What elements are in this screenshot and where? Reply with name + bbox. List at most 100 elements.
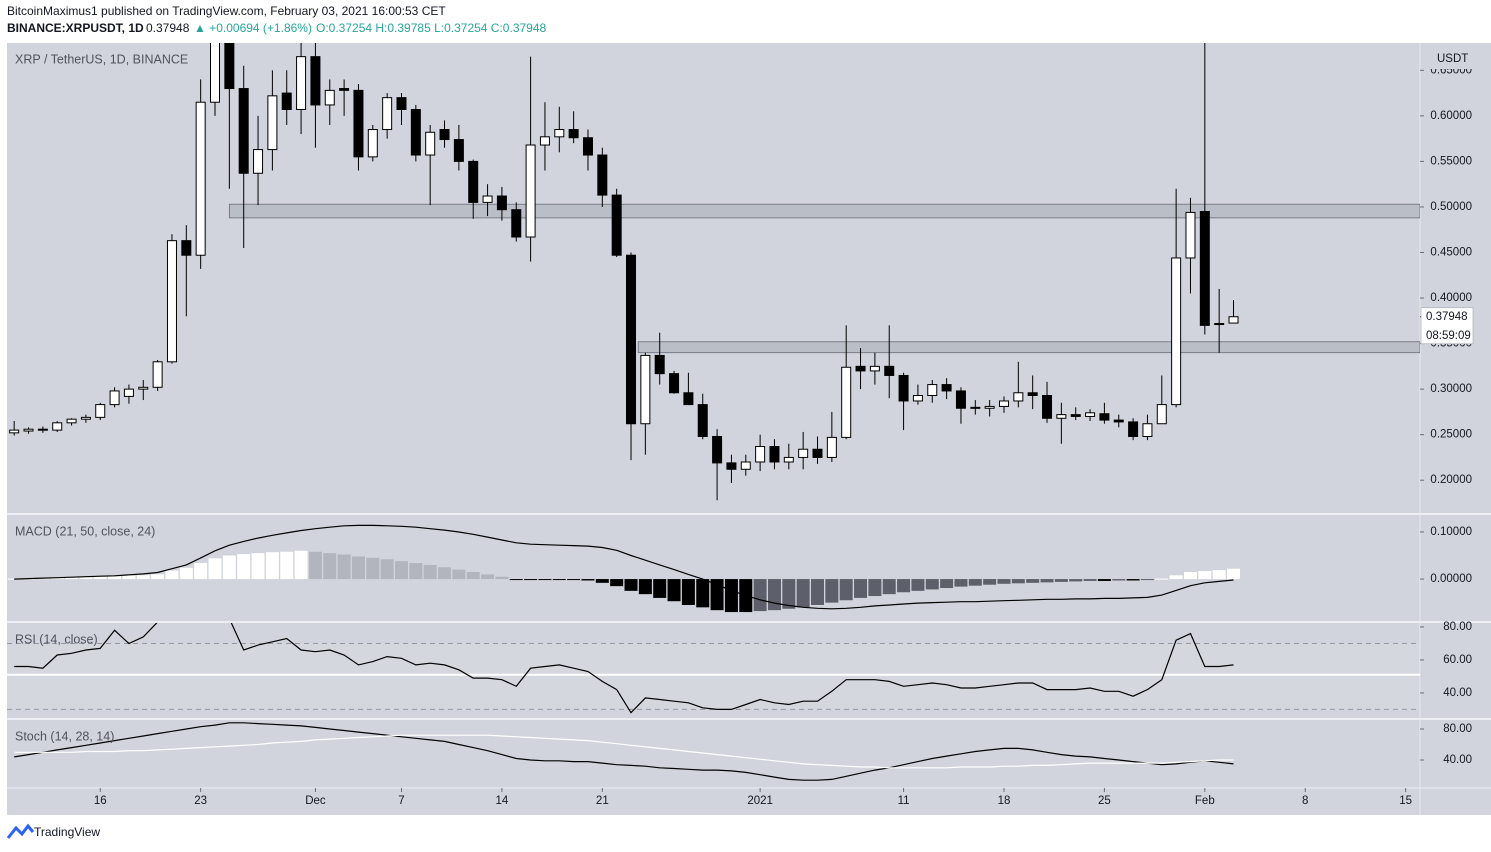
ohlc: O:0.37254 H:0.39785 L:0.37254 C:0.37948 — [316, 21, 547, 35]
y-tick-label: 0.50000 — [1430, 201, 1472, 213]
macd-bar — [911, 579, 925, 591]
candle-body — [1113, 419, 1124, 423]
macd-bar — [610, 579, 624, 587]
y-tick-label: 0.25000 — [1430, 429, 1472, 441]
macd-bar — [724, 579, 738, 613]
macd-bar — [1069, 579, 1083, 582]
candle-body — [1013, 392, 1024, 402]
macd-bar — [868, 579, 882, 597]
candle-body — [783, 456, 794, 463]
macd-bar — [423, 564, 437, 580]
candle-body — [998, 400, 1009, 407]
symbol: BINANCE:XRPUSDT, 1D — [7, 21, 144, 35]
candle-body — [1056, 414, 1067, 419]
candle-body — [1185, 211, 1196, 259]
candle-body — [253, 149, 264, 174]
candle-body — [296, 56, 307, 110]
rsi-band-fill — [7, 643, 1420, 710]
x-tick-label: 25 — [1098, 795, 1111, 807]
candle-body — [712, 435, 723, 464]
candle-body — [496, 195, 507, 211]
y-tick-label: 0.00000 — [1430, 573, 1472, 585]
candle-body — [568, 129, 579, 139]
candle-body — [152, 361, 163, 388]
macd-bar — [681, 579, 695, 605]
macd-bar — [940, 579, 954, 589]
candle-body — [1042, 395, 1053, 419]
candle-body — [1099, 413, 1110, 421]
macd-bar — [366, 557, 380, 580]
pane-title: RSI (14, close) — [15, 632, 98, 646]
macd-bar — [280, 551, 294, 580]
macd-bar — [1169, 575, 1183, 580]
macd-bar — [237, 554, 251, 580]
macd-bar — [595, 579, 609, 583]
macd-bar — [108, 576, 122, 580]
y-tick-label: 0.30000 — [1430, 383, 1472, 395]
candle-body — [912, 395, 923, 402]
candle-body — [138, 386, 149, 390]
candle-body — [210, 43, 221, 103]
candle-body — [23, 428, 34, 432]
candle-body — [511, 209, 522, 238]
y-tick-label: 60.00 — [1443, 654, 1472, 666]
macd-bar — [925, 579, 939, 590]
macd-bar — [452, 569, 466, 580]
candle-body — [582, 137, 593, 156]
macd-bar — [983, 579, 997, 585]
macd-bar — [79, 577, 93, 580]
macd-bar — [667, 579, 681, 602]
stoch-line — [14, 722, 1234, 781]
x-tick-label: 11 — [898, 795, 910, 807]
macd-bar — [179, 567, 193, 580]
candle-body — [238, 88, 249, 174]
macd-bar — [1140, 579, 1154, 581]
pane-title: XRP / TetherUS, 1D, BINANCE — [15, 52, 188, 66]
macd-bar — [122, 575, 136, 580]
candle-body — [1214, 323, 1225, 326]
candle-body — [95, 404, 106, 418]
candle-body — [826, 436, 837, 458]
candle-body — [955, 390, 966, 409]
macd-bar — [50, 578, 64, 580]
macd-bar — [7, 578, 21, 580]
brand-logo — [6, 823, 35, 839]
candle-body — [66, 418, 77, 424]
candle-body — [626, 254, 637, 425]
zone — [637, 341, 1420, 354]
macd-bar — [624, 579, 638, 591]
candle-body — [37, 428, 48, 431]
candle-body — [439, 129, 450, 141]
macd-bar — [1011, 579, 1025, 584]
x-tick-label: Dec — [305, 795, 326, 807]
candle-body — [941, 384, 952, 392]
candle-body — [1027, 392, 1038, 397]
x-tick-label: 15 — [1399, 795, 1412, 807]
macd-bar — [1155, 578, 1169, 580]
candle-body — [109, 390, 120, 406]
macd-bar — [136, 575, 150, 580]
pane-title: Stoch (14, 28, 14) — [15, 729, 114, 743]
macd-bar — [897, 579, 911, 593]
x-tick-label: 21 — [596, 795, 609, 807]
candle-body — [683, 392, 694, 406]
candle-body — [740, 461, 751, 470]
macd-bar — [265, 552, 279, 580]
candle-body — [654, 354, 665, 375]
candle-body — [611, 194, 622, 256]
candle-body — [855, 365, 866, 372]
macd-bar — [380, 559, 394, 580]
candle-body — [80, 416, 91, 420]
macd-bar — [552, 579, 566, 581]
macd-bar — [882, 579, 896, 595]
candle-body — [1199, 211, 1210, 326]
macd-bar — [65, 577, 79, 580]
macd-bar — [839, 579, 853, 601]
y-tick-label: 0.55000 — [1430, 155, 1472, 167]
macd-bar — [495, 576, 509, 580]
candle-body — [539, 136, 550, 146]
macd-bar — [854, 579, 868, 598]
candle-body — [281, 92, 292, 110]
macd-bar — [509, 579, 523, 581]
